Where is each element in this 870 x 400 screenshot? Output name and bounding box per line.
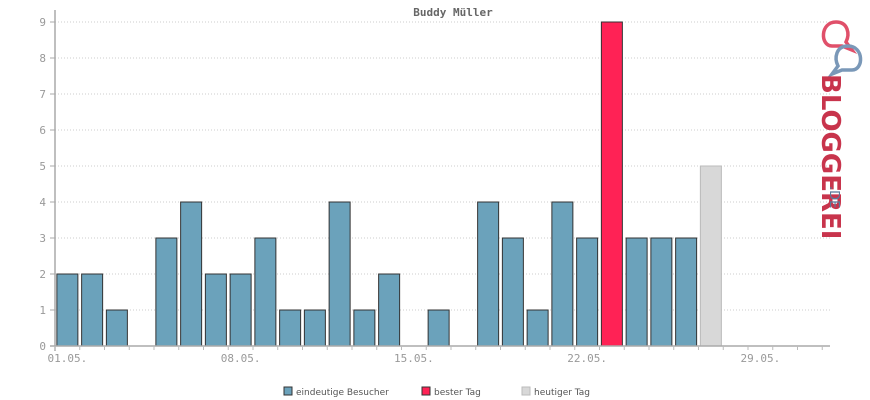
bar — [526, 309, 549, 347]
bar — [675, 237, 698, 347]
bar — [576, 237, 599, 347]
bar — [501, 237, 524, 347]
y-tick-label: 5 — [39, 160, 46, 173]
x-tick-label: 15.05. — [394, 352, 434, 365]
y-tick-label: 0 — [39, 340, 46, 353]
x-tick-label: 29.05. — [741, 352, 781, 365]
legend-swatch — [521, 386, 531, 396]
legend-label: heutiger Tag — [534, 388, 590, 398]
legend-swatch — [283, 386, 293, 396]
bar — [303, 309, 326, 347]
y-tick-label: 9 — [39, 16, 46, 29]
bar — [650, 237, 673, 347]
bar — [279, 309, 302, 347]
x-tick-label: 08.05. — [221, 352, 261, 365]
y-tick-label: 7 — [39, 88, 46, 101]
bar — [378, 273, 401, 347]
logo-suffix: .DE — [826, 186, 841, 208]
bar — [699, 165, 722, 347]
logo-text: BLOGGEREI — [815, 74, 845, 239]
y-tick-label: 2 — [39, 268, 46, 281]
chart-title: Buddy Müller — [413, 6, 493, 19]
bar — [204, 273, 227, 347]
bar — [180, 201, 203, 347]
legend-swatch — [421, 386, 431, 396]
bar — [229, 273, 252, 347]
bar — [427, 309, 450, 347]
bar — [477, 201, 500, 347]
axes — [50, 10, 830, 351]
bar — [81, 273, 104, 347]
x-tick-label: 01.05. — [48, 352, 88, 365]
bar — [254, 237, 277, 347]
x-tick-label: 22.05. — [567, 352, 607, 365]
bar — [155, 237, 178, 347]
legend: eindeutige Besucher bester Tag heutiger Ta… — [283, 386, 590, 398]
legend-label: bester Tag — [434, 388, 481, 398]
bar — [625, 237, 648, 347]
y-tick-label: 1 — [39, 304, 46, 317]
bar — [353, 309, 376, 347]
y-tick-label: 4 — [39, 196, 46, 209]
y-tick-label: 6 — [39, 124, 46, 137]
bar — [328, 201, 351, 347]
y-tick-label: 3 — [39, 232, 46, 245]
y-axis: 0 1 2 3 4 5 6 7 8 9 — [39, 16, 55, 353]
y-tick-label: 8 — [39, 52, 46, 65]
legend-label: eindeutige Besucher — [296, 388, 389, 398]
bar — [551, 201, 574, 347]
bar — [105, 309, 128, 347]
x-axis: 01.05. 08.05. 15.05. 22.05. 29.05. — [48, 346, 823, 365]
bars — [56, 21, 722, 347]
bloggerei-logo-icon — [821, 20, 863, 78]
bloggerei-logo: BLOGGEREI .DE — [815, 20, 863, 239]
bar — [56, 273, 79, 347]
bar — [600, 21, 623, 347]
